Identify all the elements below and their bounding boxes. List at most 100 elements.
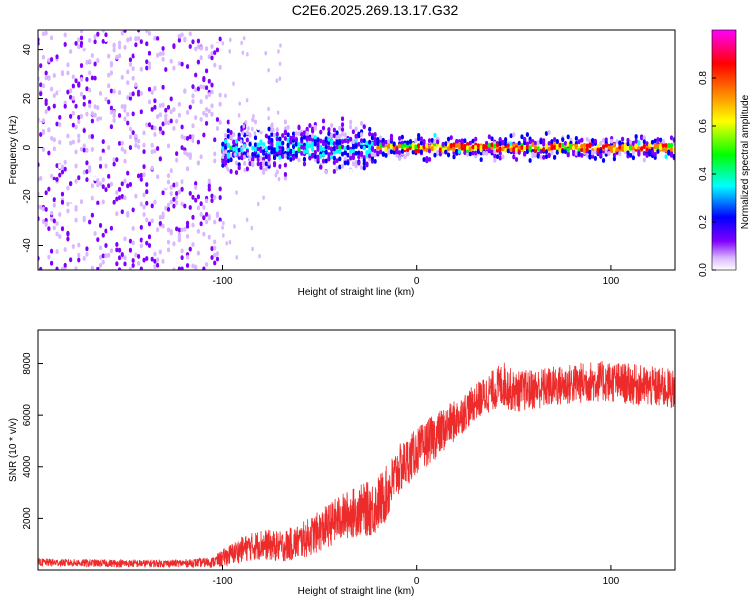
spectrogram-cell <box>107 157 111 162</box>
spectrogram-cell <box>279 43 282 48</box>
y-tick-label: 40 <box>22 44 33 56</box>
spectrogram-cell <box>283 172 288 177</box>
spectrogram-cell <box>69 49 73 54</box>
spectrogram-cell <box>555 149 559 155</box>
spectrogram-cell <box>188 134 192 140</box>
spectrogram-cell <box>117 117 122 123</box>
spectrogram-cell <box>267 106 270 112</box>
spectrogram-cell <box>359 121 364 126</box>
spectrogram-cell <box>316 147 320 152</box>
spectrogram-cell <box>278 149 282 155</box>
spectrogram-cell <box>539 154 543 160</box>
spectrogram-cell <box>77 115 81 120</box>
spectrogram-cell <box>354 163 358 169</box>
spectrogram-cell <box>134 42 138 48</box>
spectrogram-cell <box>645 147 649 153</box>
spectrogram-cell <box>232 132 236 138</box>
spectrogram-cell <box>117 90 122 96</box>
spectrogram-cell <box>634 144 638 150</box>
spectrogram-cell <box>278 141 282 147</box>
spectrogram-cell <box>123 104 127 109</box>
spectrogram-cell <box>419 144 423 149</box>
spectrogram-cell <box>533 148 538 154</box>
spectrogram-cell <box>275 140 279 146</box>
x-tick-label: -100 <box>212 276 232 287</box>
spectrogram-cell <box>109 248 114 254</box>
spectrogram-cell <box>85 86 89 92</box>
spectrogram-cell <box>672 153 675 159</box>
spectrogram-x-label: Height of straight line (km) <box>298 287 415 298</box>
spectrogram-cell <box>270 132 274 137</box>
spectrogram-cell <box>267 115 270 121</box>
spectrogram-cell <box>126 111 130 117</box>
spectrogram-cell <box>620 147 625 153</box>
spectrogram-cell <box>308 163 312 168</box>
spectrogram-cell <box>79 113 84 119</box>
spectrogram-y-ticks: -40 -20 0 20 40 <box>22 44 43 253</box>
spectrogram-cell <box>359 150 364 156</box>
spectrogram-cell <box>177 235 181 241</box>
spectrogram-cell <box>544 143 549 149</box>
spectrogram-cell <box>47 105 51 111</box>
spectrogram-cell <box>210 103 214 109</box>
spectrogram-cell <box>359 132 364 137</box>
spectrogram-cell <box>183 226 187 232</box>
spectrogram-cell <box>286 151 290 157</box>
spectrogram-cell <box>634 134 638 139</box>
spectrogram-cell <box>207 78 211 84</box>
spectrogram-cell <box>58 234 62 239</box>
spectrogram-cell <box>237 113 241 118</box>
spectrogram-cell <box>343 145 347 151</box>
spectrogram-cell <box>107 252 111 258</box>
spectrogram-cell <box>218 221 222 226</box>
spectrogram-cell <box>145 59 149 65</box>
spectrogram-cell <box>542 147 546 152</box>
spectrogram-cell <box>251 152 255 157</box>
spectrogram-cell <box>531 142 535 147</box>
spectrogram-cell <box>49 248 54 254</box>
spectrogram-cell <box>142 238 146 244</box>
spectrogram-cell <box>218 101 222 107</box>
spectrogram-cell <box>172 43 176 49</box>
spectrogram-cell <box>384 146 388 152</box>
spectrogram-cell <box>311 147 315 152</box>
spectrogram-cell <box>335 144 339 150</box>
spectrogram-cell <box>142 156 146 162</box>
spectrogram-cell <box>246 152 250 157</box>
spectrogram-cell <box>104 243 108 248</box>
spectrogram-cell <box>321 141 326 147</box>
x-tick-label: 100 <box>603 276 620 287</box>
spectrogram-cell <box>180 255 184 261</box>
spectrogram-cell <box>156 262 160 268</box>
spectrogram-cell <box>498 137 502 142</box>
spectrogram-cell <box>218 186 222 192</box>
spectrogram-cell <box>218 36 222 42</box>
spectrogram-cell <box>128 36 133 42</box>
spectrogram-cell <box>147 65 152 71</box>
spectrogram-cell <box>384 139 388 145</box>
spectrogram-cell <box>172 125 176 131</box>
spectrogram-cell <box>77 83 81 88</box>
spectrogram-cell <box>281 165 285 170</box>
spectrogram-cell <box>213 260 217 266</box>
spectrogram-cell <box>60 169 65 175</box>
spectrogram-cell <box>261 145 265 150</box>
spectrogram-cell <box>82 101 86 107</box>
spectrogram-cell <box>164 258 168 264</box>
spectrogram-cell <box>199 45 203 51</box>
spectrogram-cell <box>164 107 168 113</box>
spectrogram-cell <box>60 226 65 232</box>
spectrogram-cell <box>338 133 342 139</box>
spectrogram-cell <box>408 139 413 145</box>
spectrogram-cell <box>180 201 184 207</box>
spectrogram-cell <box>359 144 364 150</box>
spectrogram-cell <box>552 145 557 150</box>
spectrogram-cell <box>346 160 350 166</box>
spectrogram-cell <box>82 143 86 149</box>
spectrogram-frame <box>37 29 676 271</box>
spectrogram-cell <box>245 98 249 103</box>
spectrogram-cell <box>403 154 407 160</box>
spectrogram-cell <box>311 133 315 139</box>
spectrogram-cell <box>153 86 157 92</box>
spectrogram-cell <box>202 215 206 221</box>
